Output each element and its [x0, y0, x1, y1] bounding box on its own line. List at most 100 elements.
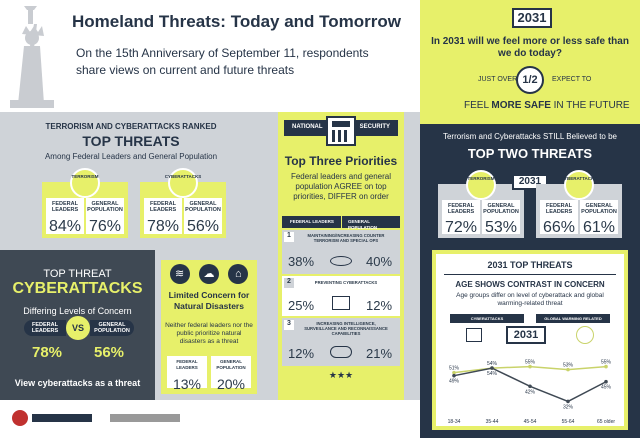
- future-cyber-pop: GENERAL POPULATION 61%: [580, 200, 618, 236]
- col-pop: GENERAL POPULATION: [342, 216, 400, 230]
- data-point: [490, 366, 494, 370]
- age-body: Age groups differ on level of cyberattac…: [456, 292, 604, 307]
- pop-label: GENERAL POPULATION: [87, 201, 123, 213]
- age-year: 2031: [506, 326, 546, 344]
- pop-value: 21%: [366, 346, 393, 361]
- data-label: 55%: [525, 360, 536, 366]
- flood-icon: ⌂: [228, 264, 249, 284]
- terrorism-leaders-box: FEDERAL LEADERS 84%: [46, 198, 84, 235]
- leaders-value: 84%: [48, 218, 82, 235]
- subtitle-line2: share views on current and future threat…: [76, 63, 295, 77]
- banner-left: NATIONAL: [292, 124, 323, 130]
- data-point: [452, 373, 456, 378]
- data-point: [604, 364, 608, 369]
- leaders-value: 25%: [288, 298, 315, 313]
- cyber-pop-value: 56%: [94, 344, 125, 361]
- age-title: AGE SHOWS CONTRAST IN CONCERN: [455, 280, 605, 289]
- future-terror-pop: GENERAL POPULATION 53%: [482, 200, 520, 236]
- x-tick-label: 55-64: [562, 419, 575, 425]
- page-title: Homeland Threats: Today and Tomorrow: [72, 12, 402, 31]
- top-threats-panel: TERRORISM AND CYBERATTACKS RANKED TOP TH…: [0, 112, 262, 250]
- cyber-footer: View cyberattacks as a threat: [14, 378, 141, 388]
- col-leaders: FEDERAL LEADERS: [282, 216, 341, 228]
- logo-text-bar: [32, 414, 92, 422]
- sun-icon: [576, 326, 594, 344]
- pop-label: GENERAL POPULATION: [185, 201, 221, 213]
- cyber-subtitle: Differing Levels of Concern: [23, 306, 132, 316]
- priority-number: 1: [284, 232, 294, 242]
- storm-icon: ☁: [198, 264, 219, 284]
- terrorism-badge: TERRORISM: [70, 168, 100, 198]
- data-point: [528, 384, 532, 389]
- data-label: 49%: [449, 379, 460, 385]
- future-terrorism-badge: TERRORISM: [466, 170, 496, 200]
- disaster-icons: ≋ ☁ ⌂: [165, 264, 253, 286]
- age-panel: 2031 TOP THREATS AGE SHOWS CONTRAST IN C…: [432, 250, 628, 430]
- data-label: 55%: [601, 360, 612, 366]
- priorities-title: Top Three Priorities: [284, 154, 398, 168]
- future-cyber-leaders: FEDERAL LEADERS 66%: [540, 200, 578, 236]
- logo-icon: [12, 410, 28, 426]
- computer-icon: [332, 296, 350, 310]
- data-label: 32%: [563, 404, 574, 410]
- data-point: [566, 367, 570, 372]
- future-terror-leaders: FEDERAL LEADERS 72%: [442, 200, 480, 236]
- data-point: [566, 399, 570, 404]
- footer: [0, 400, 420, 438]
- banner-right: SECURITY: [359, 124, 390, 130]
- tornado-icon: ≋: [169, 264, 190, 284]
- two-threats-kicker: Terrorism and Cyberattacks STILL Believe…: [442, 132, 617, 141]
- priorities-body: Federal leaders and general population A…: [290, 172, 392, 201]
- pop-label: GENERAL POPULATION: [216, 359, 246, 370]
- cyberattacks-badge: CYBERATTACKS: [165, 168, 201, 198]
- leaders-value: 12%: [288, 346, 315, 361]
- stars-decoration: ★★★: [328, 370, 354, 380]
- more-safe-line: FEEL MORE SAFE IN THE FUTURE: [464, 100, 630, 111]
- cyber-pop-label: GENERAL POPULATION: [90, 320, 134, 336]
- natural-body: Neither federal leaders nor the public p…: [165, 322, 253, 345]
- leaders-label: FEDERAL LEADERS: [176, 359, 198, 370]
- data-label: 42%: [525, 389, 536, 395]
- x-tick-label: 65 older: [597, 419, 615, 425]
- just-over: JUST OVER: [478, 76, 518, 83]
- priority-label: PREVENTING CYBERATTACKS: [314, 280, 378, 285]
- vs-badge: VS: [66, 316, 90, 340]
- leaders-label: FEDERAL LEADERS: [149, 201, 177, 213]
- priorities-panel: NATIONAL SECURITY Top Three Priorities F…: [278, 112, 404, 400]
- priority-number: 2: [284, 278, 294, 288]
- wings-icon: [330, 256, 352, 266]
- data-label: 51%: [449, 366, 460, 372]
- natural-title-2: Natural Disasters: [174, 301, 244, 311]
- data-label: 54%: [487, 371, 498, 377]
- cyber-pop-box: GENERAL POPULATION 56%: [184, 198, 222, 235]
- age-banner: 2031 TOP THREATS: [487, 260, 573, 270]
- cyber-leaders-value: 78%: [32, 344, 63, 361]
- pop-value: 76%: [88, 218, 122, 235]
- leaders-value: 13%: [172, 376, 202, 392]
- cyber-legend: CYBERATTACKS: [450, 314, 524, 323]
- future-question: In 2031 will we feel more or less safe t…: [431, 36, 629, 59]
- cyberattacks-panel: TOP THREAT CYBERATTACKS Differing Levels…: [0, 250, 155, 400]
- data-point: [604, 379, 608, 384]
- cyber-leaders-label: FEDERAL LEADERS: [24, 320, 66, 336]
- priority-label: INCREASING INTELLIGENCE, SURVEILLANCE AN…: [304, 321, 388, 336]
- shield-icon: [326, 116, 356, 146]
- leaders-value: 78%: [146, 218, 180, 235]
- cyber-leaders-box: FEDERAL LEADERS 78%: [144, 198, 182, 235]
- statue-of-liberty-icon: [10, 6, 54, 108]
- pop-value: 56%: [186, 218, 220, 235]
- pop-value: 12%: [366, 298, 393, 313]
- top-threats-title: TOP THREATS: [82, 133, 180, 149]
- cyber-title: CYBERATTACKS: [12, 280, 143, 297]
- two-threats-title: TOP TWO THREATS: [467, 146, 593, 161]
- x-tick-label: 18-34: [448, 419, 461, 425]
- priority-number: 3: [284, 320, 294, 330]
- priority-row-1: 1 MAINTAINING/INCREASING COUNTER TERRORI…: [282, 230, 400, 274]
- data-label: 45%: [601, 385, 612, 391]
- priority-row-3: 3 INCREASING INTELLIGENCE, SURVEILLANCE …: [282, 318, 400, 366]
- binoculars-icon: [330, 346, 352, 358]
- data-point: [528, 364, 532, 369]
- cyber-kicker: TOP THREAT: [43, 268, 112, 280]
- terrorism-pop-box: GENERAL POPULATION 76%: [86, 198, 124, 235]
- x-tick-label: 45-54: [524, 419, 537, 425]
